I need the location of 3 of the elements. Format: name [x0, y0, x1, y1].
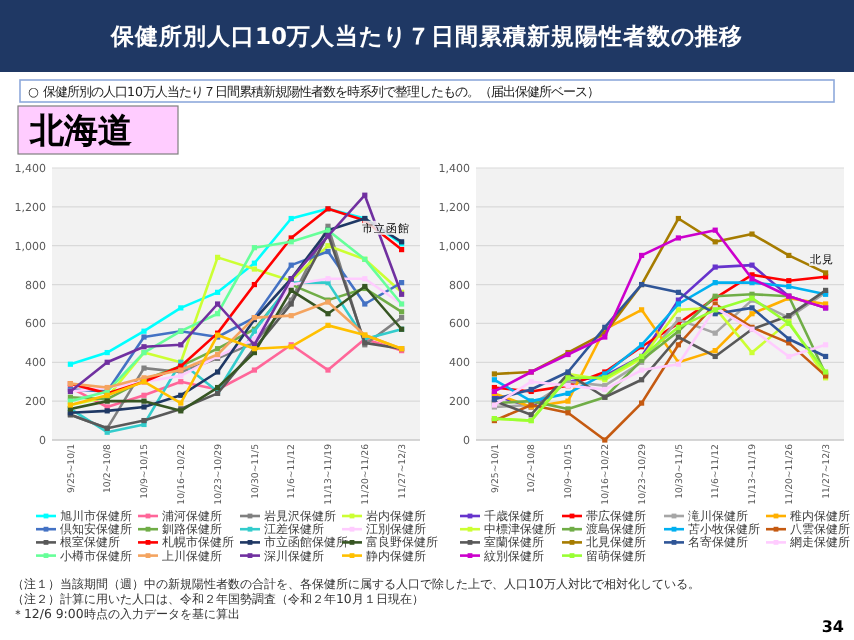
text: 北海道: [28, 112, 132, 152]
text: 34: [821, 618, 845, 636]
chart-title: 保健所別人口10万人当たり７日間累積新規陽性者数の推移: [108, 22, 744, 50]
